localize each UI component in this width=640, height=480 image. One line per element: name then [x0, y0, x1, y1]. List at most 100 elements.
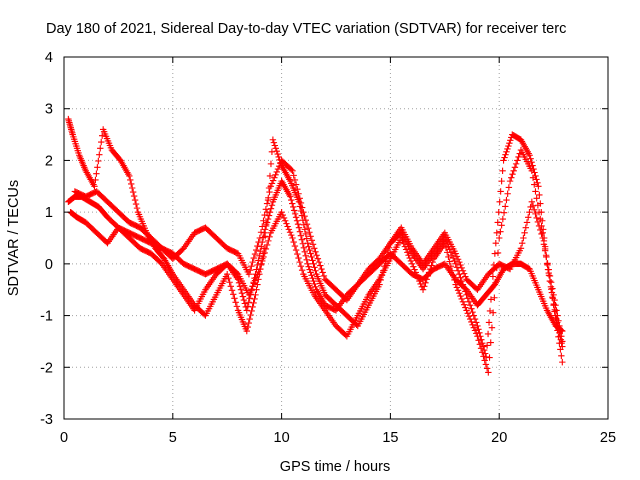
data-point [498, 222, 505, 229]
data-point [522, 224, 529, 231]
data-point [453, 284, 461, 291]
data-point [491, 294, 498, 301]
data-point [233, 303, 241, 310]
data-point [260, 229, 268, 237]
data-point [483, 365, 491, 372]
data-point [308, 237, 316, 244]
data-point [520, 234, 527, 242]
data-point [302, 230, 309, 238]
data-point [445, 253, 452, 261]
data-point [275, 162, 283, 170]
data-point [250, 254, 257, 262]
data-point [305, 243, 312, 250]
data-point [315, 258, 323, 266]
data-point [487, 296, 495, 303]
data-point [469, 321, 476, 328]
data-point [536, 191, 543, 199]
data-point [260, 253, 267, 261]
data-point [423, 276, 430, 283]
data-point [92, 176, 99, 184]
data-point [249, 303, 256, 311]
data-point [298, 204, 306, 211]
data-point [549, 285, 556, 292]
data-point [503, 148, 510, 156]
data-point [289, 200, 296, 207]
data-point [301, 226, 309, 233]
data-point [243, 307, 250, 314]
data-point [272, 171, 279, 178]
data-point [292, 246, 300, 254]
data-point [529, 174, 537, 181]
data-point [311, 280, 318, 288]
data-point [462, 273, 469, 280]
data-point [279, 211, 287, 219]
data-point [290, 172, 297, 179]
data-point [489, 273, 497, 280]
data-point [244, 303, 251, 310]
data-point [233, 269, 241, 277]
data-point [512, 160, 520, 168]
data-point [245, 319, 252, 327]
y-tick-label: 2 [45, 153, 53, 169]
data-point [529, 202, 537, 210]
data-point [310, 260, 317, 268]
data-point [499, 215, 507, 223]
data-point [456, 289, 463, 297]
data-point [457, 292, 464, 300]
data-point [452, 260, 459, 268]
data-point [302, 252, 309, 260]
data-point [493, 229, 500, 237]
data-point [453, 264, 461, 271]
data-point [511, 164, 519, 171]
data-point [488, 324, 496, 331]
data-point [501, 154, 508, 161]
data-point [251, 277, 259, 284]
x-tick-label: 25 [600, 430, 616, 446]
data-point [532, 188, 539, 195]
data-point [412, 269, 419, 276]
data-point [291, 176, 299, 184]
data-point [547, 279, 555, 286]
data-point [506, 139, 513, 147]
data-point [317, 262, 324, 269]
data-point [483, 342, 491, 349]
data-point [518, 239, 526, 247]
data-point [539, 234, 546, 242]
data-point [494, 219, 501, 226]
data-point [452, 250, 459, 257]
data-point [97, 145, 104, 152]
data-point [253, 274, 260, 281]
data-point [465, 312, 473, 320]
x-tick-label: 5 [169, 430, 177, 446]
data-point [503, 196, 510, 204]
data-point [410, 263, 417, 270]
x-tick-label: 15 [382, 430, 398, 446]
data-point [506, 177, 514, 185]
data-point [535, 208, 543, 216]
data-point [309, 241, 317, 248]
y-tick-label: -3 [40, 412, 53, 428]
data-point [480, 353, 487, 360]
data-point [94, 164, 101, 171]
data-point [294, 185, 301, 193]
data-point [297, 262, 305, 270]
data-point [417, 280, 424, 288]
data-point [133, 204, 141, 212]
data-point [554, 312, 561, 319]
data-point [256, 252, 263, 260]
data-point [255, 238, 262, 246]
data-point [528, 167, 536, 174]
data-point [463, 291, 470, 299]
data-point [237, 286, 245, 293]
data-point [306, 229, 313, 236]
data-point [267, 160, 275, 168]
data-point [308, 253, 315, 261]
data-point [318, 265, 325, 273]
data-point [91, 183, 98, 190]
data-point [299, 240, 307, 247]
series-track-3 [67, 146, 566, 376]
data-point [126, 172, 133, 180]
x-axis-label: GPS time / hours [280, 459, 390, 475]
data-point [306, 266, 313, 273]
data-point [314, 255, 322, 262]
